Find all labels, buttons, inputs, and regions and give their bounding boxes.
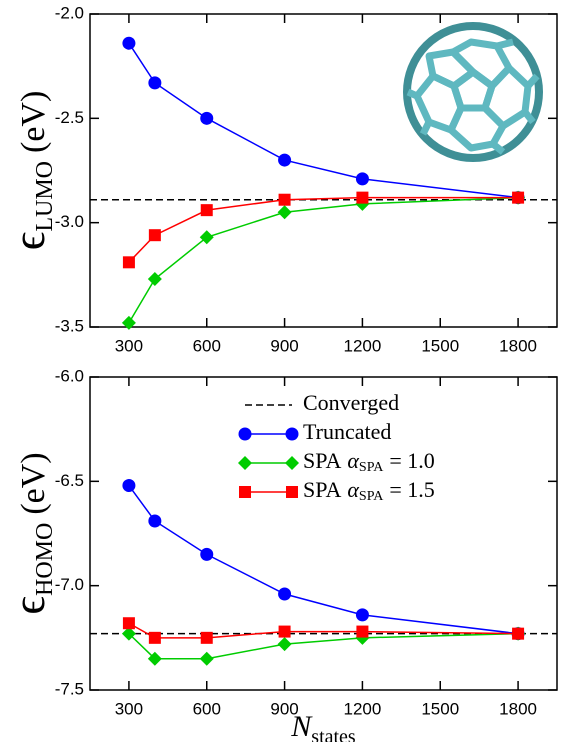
point <box>148 514 162 528</box>
point <box>200 631 213 644</box>
point <box>199 651 214 666</box>
y-tick-label: -2.5 <box>55 108 84 127</box>
point <box>122 617 135 630</box>
point <box>122 256 135 269</box>
legend-label: SPA αSPA = 1.0 <box>303 448 435 475</box>
point <box>278 153 292 167</box>
legend-marker <box>286 486 298 498</box>
x-tick-label: 1200 <box>344 699 382 718</box>
point <box>200 204 213 217</box>
y-tick-label: -7.0 <box>55 575 84 594</box>
point <box>121 315 136 330</box>
y-axis-label: ϵHOMO (eV) <box>3 452 58 614</box>
legend-label: Converged <box>303 390 399 415</box>
y-label-sub: LUMO <box>32 161 58 232</box>
legend-param-sub: SPA <box>359 460 384 475</box>
legend-marker <box>285 427 299 441</box>
point <box>355 172 369 186</box>
point <box>148 76 162 90</box>
point <box>199 230 214 245</box>
point <box>200 111 214 125</box>
y-label-unit: (eV) <box>15 91 52 153</box>
point <box>121 626 136 641</box>
legend-label: Truncated <box>303 419 391 444</box>
y-tick-label: -6.0 <box>55 366 84 385</box>
plot-frame <box>89 13 558 328</box>
panel: 300 600 900 1200 1500 1800 -7.5 -7.0 -6.5 -6.0 ϵHO… <box>3 366 558 742</box>
x-label-symbol: N <box>290 710 313 742</box>
point <box>277 637 292 652</box>
series-line <box>128 42 519 199</box>
series-line <box>128 632 519 660</box>
x-tick-label: 300 <box>115 336 143 355</box>
y-tick-label: -2.0 <box>55 3 84 22</box>
legend-param: α <box>347 477 359 502</box>
x-tick-label: 900 <box>270 699 298 718</box>
x-tick-label: 1800 <box>499 336 537 355</box>
legend-name: Truncated <box>303 419 391 444</box>
series-line <box>128 196 519 324</box>
y-tick-label: -7.5 <box>55 679 84 698</box>
point <box>147 651 162 666</box>
y-label-sub: HOMO <box>32 523 58 596</box>
point <box>278 193 291 206</box>
legend-marker <box>285 456 299 470</box>
series-line <box>128 485 519 635</box>
y-tick-label: -6.5 <box>55 471 84 490</box>
point <box>355 608 369 622</box>
point <box>122 36 136 50</box>
plot-frame <box>89 376 558 691</box>
fullerene-icon <box>403 22 543 162</box>
y-tick-label: -3.5 <box>55 316 84 335</box>
point <box>278 625 291 638</box>
legend-marker <box>238 427 252 441</box>
x-label-sub: states <box>311 726 356 742</box>
x-tick-label: 1800 <box>499 699 537 718</box>
x-tick-label: 1200 <box>344 336 382 355</box>
point <box>147 272 162 287</box>
y-axis-label: ϵLUMO (eV) <box>3 91 58 251</box>
legend-param-value: = 1.0 <box>389 448 434 473</box>
x-tick-label: 900 <box>270 336 298 355</box>
y-label-unit: (eV) <box>15 452 52 514</box>
x-tick-label: 300 <box>115 699 143 718</box>
point <box>277 205 292 220</box>
x-tick-label: 1500 <box>421 699 459 718</box>
point <box>356 625 369 638</box>
point <box>148 229 161 242</box>
y-label-symbol: ϵ <box>3 232 54 251</box>
x-tick-label: 600 <box>193 336 221 355</box>
point <box>200 547 214 561</box>
legend-name: SPA <box>303 448 341 473</box>
point <box>122 479 136 493</box>
point <box>356 191 369 204</box>
x-axis-label: Nstates <box>290 710 356 742</box>
legend-marker <box>239 486 251 498</box>
legend-marker <box>238 456 252 470</box>
point <box>278 587 292 601</box>
legend-label: SPA αSPA = 1.5 <box>303 477 435 504</box>
point <box>512 627 525 640</box>
point <box>512 191 525 204</box>
legend-param-sub: SPA <box>359 489 384 504</box>
legend-param-value: = 1.5 <box>389 477 434 502</box>
point <box>148 631 161 644</box>
panel: 300 600 900 1200 1500 1800 -3.5 -3.0 -2.5 -2.0 ϵLU… <box>3 3 558 355</box>
y-tick-label: -3.0 <box>55 212 84 231</box>
legend-name: SPA <box>303 477 341 502</box>
y-label-symbol: ϵ <box>3 596 54 615</box>
x-tick-label: 1500 <box>421 336 459 355</box>
x-tick-label: 600 <box>193 699 221 718</box>
legend-param: α <box>347 448 359 473</box>
